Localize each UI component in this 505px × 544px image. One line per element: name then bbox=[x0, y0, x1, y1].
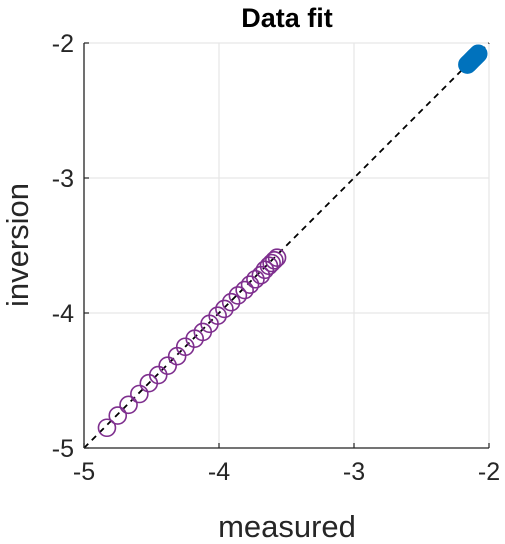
y-tick-label: -4 bbox=[52, 300, 74, 328]
x-tick-label: -2 bbox=[478, 458, 500, 486]
y-tick-label: -2 bbox=[52, 30, 74, 58]
x-axis-label: measured bbox=[218, 509, 356, 544]
data-point bbox=[468, 44, 488, 64]
x-tick-label: -3 bbox=[343, 458, 365, 486]
reference-line-group bbox=[83, 42, 490, 449]
data-point bbox=[215, 299, 234, 319]
series-1 bbox=[458, 44, 488, 74]
data-point bbox=[221, 292, 241, 312]
tick-labels: -5 -4 -3 -2 -5 -4 -3 -2 bbox=[52, 30, 500, 486]
data-point bbox=[108, 406, 128, 425]
data-point bbox=[265, 251, 284, 270]
data-point bbox=[240, 275, 260, 294]
reference-line bbox=[83, 42, 490, 449]
data-point bbox=[158, 356, 177, 375]
data-point bbox=[246, 269, 265, 289]
y-tick-label: -3 bbox=[52, 165, 74, 193]
data-point bbox=[267, 248, 287, 267]
data-point bbox=[228, 286, 248, 305]
data-point bbox=[262, 253, 281, 273]
axes-frame bbox=[83, 42, 490, 449]
data-point bbox=[119, 395, 138, 415]
y-tick-label: -5 bbox=[52, 435, 74, 463]
data-point bbox=[130, 384, 149, 404]
y-axis-label: inversion bbox=[0, 183, 35, 307]
data-point bbox=[235, 280, 254, 300]
x-tick-label: -4 bbox=[208, 458, 230, 486]
data-point bbox=[255, 260, 275, 280]
chart-title: Data fit bbox=[241, 3, 333, 33]
data-point bbox=[208, 306, 227, 326]
data-point bbox=[148, 365, 168, 385]
series-0 bbox=[97, 248, 287, 438]
x-tick-label: -5 bbox=[73, 458, 95, 486]
series-group bbox=[97, 44, 488, 438]
data-point bbox=[97, 418, 117, 438]
